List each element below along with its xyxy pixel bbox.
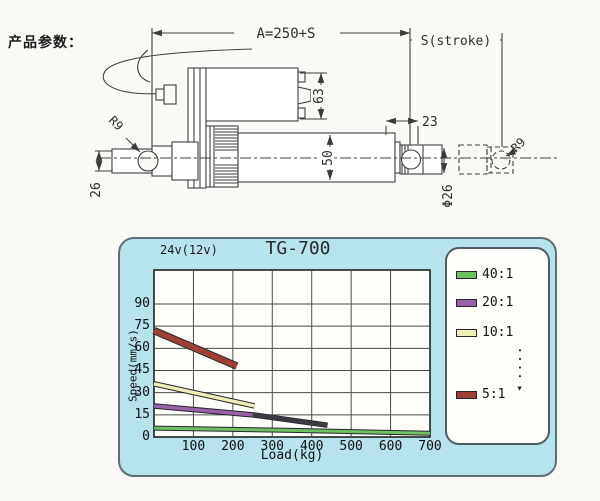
performance-chart-panel: 24v(12v) TG-700 Speed(mm/s) Load(kg) 0 15… bbox=[118, 237, 557, 477]
phantom-extended bbox=[458, 144, 514, 175]
dim-63-label: 63 bbox=[312, 88, 327, 104]
x-tick-200: 200 bbox=[221, 439, 245, 454]
r9-left-leader bbox=[125, 137, 141, 153]
chart-title: TG-700 bbox=[265, 238, 331, 259]
legend-more-dots: ····▾ bbox=[513, 347, 526, 397]
collar-ribs bbox=[215, 128, 238, 184]
product-params-label: 产品参数： bbox=[8, 35, 83, 51]
piston-rod bbox=[394, 141, 401, 174]
r9-right-leader bbox=[505, 148, 518, 157]
x-tick-500: 500 bbox=[339, 439, 363, 454]
y-tick-15: 15 bbox=[134, 406, 150, 422]
dim-26-label: 26 bbox=[89, 182, 104, 198]
motor-body bbox=[205, 67, 299, 122]
series-10:1 bbox=[153, 382, 255, 408]
x-axis-label: Load(kg) bbox=[260, 448, 324, 463]
cable-gland bbox=[163, 84, 177, 105]
legend-label-10:1: 10:1 bbox=[482, 325, 514, 340]
cable-loop bbox=[137, 49, 151, 83]
x-tick-600: 600 bbox=[378, 439, 403, 454]
x-tick-700: 700 bbox=[418, 439, 442, 454]
actuator-drawing: A=250+S S(stroke) 63 50 26 23 Φ26 R9 R9 bbox=[89, 26, 558, 208]
y-tick-60: 60 bbox=[134, 340, 150, 356]
legend-swatch-40:1 bbox=[456, 271, 477, 279]
y-tick-45: 45 bbox=[134, 362, 150, 378]
dim-s-label: S(stroke) bbox=[421, 34, 491, 49]
dim-a-label: A=250+S bbox=[256, 26, 315, 42]
legend-label-40:1: 40:1 bbox=[482, 267, 514, 282]
r9-left-label: R9 bbox=[106, 113, 126, 133]
series-40:1 bbox=[153, 426, 431, 435]
outer-tube bbox=[237, 132, 396, 183]
speed-load-plot bbox=[152, 269, 431, 438]
r9-right-label: R9 bbox=[508, 135, 528, 155]
y-tick-30: 30 bbox=[134, 384, 150, 400]
motor-end-bump bbox=[297, 86, 312, 105]
front-clevis-hole bbox=[400, 149, 422, 170]
legend-swatch-10:1 bbox=[456, 329, 477, 337]
y-tick-0: 0 bbox=[142, 429, 150, 444]
y-tick-90: 90 bbox=[134, 295, 150, 311]
x-tick-400: 400 bbox=[299, 439, 324, 454]
legend-box: ····▾ 40:1 20:1 10:1 5:1 bbox=[445, 247, 550, 445]
motor-tab-bottom bbox=[297, 107, 306, 119]
dim-phi26-label: Φ26 bbox=[441, 184, 456, 207]
dim-23-label: 23 bbox=[422, 115, 438, 130]
series-5:1 bbox=[152, 328, 238, 369]
x-tick-100: 100 bbox=[181, 439, 206, 454]
y-tick-75: 75 bbox=[134, 318, 150, 334]
rear-clevis-hole bbox=[137, 150, 159, 172]
legend-label-20:1: 20:1 bbox=[482, 295, 514, 310]
legend-swatch-5:1 bbox=[456, 391, 477, 399]
cable-gland-tip bbox=[155, 88, 165, 101]
legend-label-5:1: 5:1 bbox=[482, 387, 506, 402]
voltage-label: 24v(12v) bbox=[160, 243, 218, 257]
dim-50-label: 50 bbox=[321, 150, 336, 166]
series-tail-20:1 bbox=[252, 413, 328, 427]
rear-bracket-big bbox=[171, 141, 199, 181]
x-tick-300: 300 bbox=[260, 439, 285, 454]
motor-tab-top bbox=[297, 71, 306, 83]
legend-swatch-20:1 bbox=[456, 299, 477, 307]
